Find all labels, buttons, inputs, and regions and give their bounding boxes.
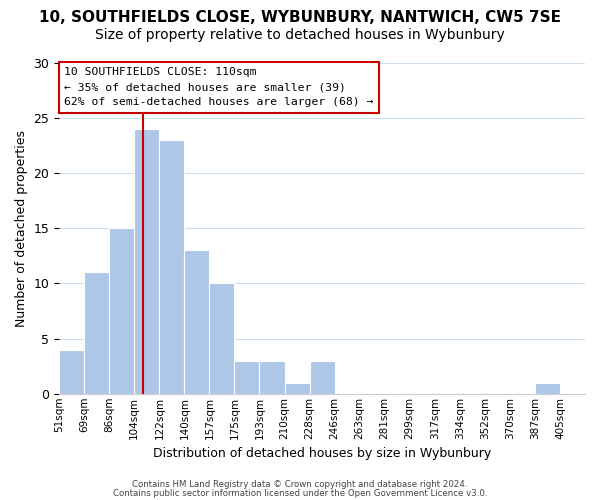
Text: 10 SOUTHFIELDS CLOSE: 110sqm
← 35% of detached houses are smaller (39)
62% of se: 10 SOUTHFIELDS CLOSE: 110sqm ← 35% of de…: [64, 68, 374, 107]
Bar: [310, 360, 335, 394]
Bar: [284, 382, 310, 394]
Text: Contains public sector information licensed under the Open Government Licence v3: Contains public sector information licen…: [113, 488, 487, 498]
X-axis label: Distribution of detached houses by size in Wybunbury: Distribution of detached houses by size …: [153, 447, 491, 460]
Text: Contains HM Land Registry data © Crown copyright and database right 2024.: Contains HM Land Registry data © Crown c…: [132, 480, 468, 489]
Bar: [184, 250, 209, 394]
Text: Size of property relative to detached houses in Wybunbury: Size of property relative to detached ho…: [95, 28, 505, 42]
Bar: [259, 360, 284, 394]
Bar: [535, 382, 560, 394]
Text: 10, SOUTHFIELDS CLOSE, WYBUNBURY, NANTWICH, CW5 7SE: 10, SOUTHFIELDS CLOSE, WYBUNBURY, NANTWI…: [39, 10, 561, 25]
Bar: [109, 228, 134, 394]
Bar: [235, 360, 259, 394]
Y-axis label: Number of detached properties: Number of detached properties: [15, 130, 28, 326]
Bar: [59, 350, 84, 394]
Bar: [209, 284, 235, 394]
Bar: [134, 129, 160, 394]
Bar: [84, 272, 109, 394]
Bar: [160, 140, 184, 394]
